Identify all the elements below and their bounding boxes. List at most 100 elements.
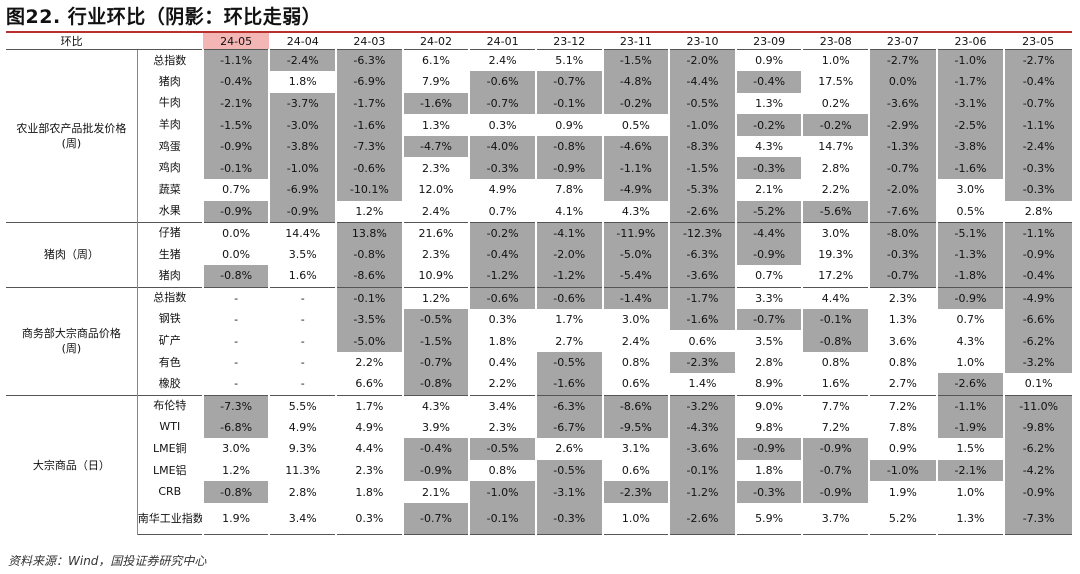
period-header: 23-07: [869, 33, 937, 50]
value-cell: 3.3%: [734, 286, 803, 309]
value-cell: 5.1%: [534, 49, 603, 72]
value-cell: -0.7%: [534, 71, 603, 93]
value-cell: 12.0%: [401, 179, 470, 201]
indicator-label: 有色: [137, 351, 204, 374]
value-cell: -4.6%: [601, 135, 670, 158]
value-cell: 13.8%: [335, 221, 403, 244]
value-cell: -0.8%: [401, 373, 470, 395]
value-cell: 2.3%: [868, 286, 937, 309]
value-cell: -0.2%: [801, 114, 870, 136]
value-cell: 0.6%: [601, 373, 670, 395]
header-blank: [137, 33, 203, 50]
value-cell: 1.2%: [335, 200, 403, 223]
value-cell: -0.4%: [201, 71, 270, 93]
value-cell: 2.2%: [801, 179, 870, 201]
value-cell: -4.3%: [668, 416, 736, 439]
value-cell: -8.6%: [601, 394, 670, 417]
period-header: 24-03: [336, 33, 403, 50]
value-cell: -10.1%: [335, 179, 403, 201]
value-cell: -6.2%: [1003, 330, 1072, 352]
value-cell: -3.1%: [935, 92, 1005, 115]
value-cell: -8.3%: [668, 135, 736, 158]
value-cell: -5.0%: [335, 330, 403, 352]
period-header: 24-01: [469, 33, 536, 50]
value-cell: -4.9%: [601, 179, 670, 201]
value-cell: -0.3%: [734, 157, 803, 180]
value-cell: 4.1%: [534, 200, 603, 223]
value-cell: 5.5%: [268, 394, 337, 417]
value-cell: -8.6%: [335, 265, 403, 288]
value-cell: -1.6%: [668, 308, 736, 331]
value-cell: -0.7%: [734, 308, 803, 331]
value-cell: 2.4%: [401, 200, 470, 223]
value-cell: -2.1%: [935, 459, 1005, 482]
value-cell: -7.6%: [868, 200, 937, 223]
value-cell: -0.8%: [534, 135, 603, 158]
indicator-label: 羊肉: [137, 114, 204, 136]
header-corner: 环比: [6, 33, 138, 50]
value-cell: -0.1%: [201, 157, 270, 180]
value-cell: -1.2%: [668, 481, 736, 503]
value-cell: -0.6%: [468, 286, 536, 309]
value-cell: 1.3%: [734, 92, 803, 115]
value-cell: 7.8%: [534, 179, 603, 201]
value-cell: 2.8%: [268, 481, 337, 503]
value-cell: -2.0%: [868, 179, 937, 201]
value-cell: 2.7%: [868, 373, 937, 395]
value-cell: -6.3%: [668, 243, 736, 266]
value-cell: -1.1%: [1003, 221, 1072, 244]
value-cell: -1.2%: [534, 265, 603, 288]
value-cell: 21.6%: [401, 221, 470, 244]
indicator-label: LME铝: [137, 459, 204, 482]
value-cell: 4.9%: [335, 416, 403, 439]
data-table: 环比 24-05 24-04 24-03 24-02 24-01 23-12 23-11 23…: [6, 33, 1072, 536]
value-cell: 1.7%: [534, 308, 603, 331]
value-cell: 1.9%: [868, 481, 937, 503]
table-row: 猪肉 -0.8% 1.6% -8.6% 10.9% -1.2% -1.2% -5.4% -3.6…: [6, 265, 1072, 288]
value-cell: 3.0%: [601, 308, 670, 331]
value-cell: -1.4%: [601, 286, 670, 309]
value-cell: -6.9%: [268, 179, 337, 201]
value-cell: 2.3%: [401, 157, 470, 180]
indicator-label: 鸡蛋: [137, 135, 204, 158]
indicator-label: 总指数: [137, 49, 204, 72]
value-cell: -2.5%: [935, 114, 1005, 136]
table-row: 商务部大宗商品价格 (周) 总指数 - - -0.1% 1.2% -0.6% -0.6% -1.…: [6, 286, 1072, 395]
value-cell: 0.2%: [801, 92, 870, 115]
value-cell: 2.3%: [468, 416, 536, 439]
value-cell: -0.5%: [668, 92, 736, 115]
value-cell: -0.1%: [801, 308, 870, 331]
value-cell: 0.6%: [668, 330, 736, 352]
indicator-label: 水果: [137, 200, 204, 223]
value-cell: 0.7%: [201, 179, 270, 201]
value-cell: 4.4%: [335, 438, 403, 460]
value-cell: 4.9%: [468, 179, 536, 201]
indicator-label: 南华工业指数: [137, 502, 204, 536]
value-cell: -0.9%: [534, 157, 603, 180]
value-cell: 0.7%: [935, 308, 1005, 331]
value-cell: -0.3%: [868, 243, 937, 266]
value-cell: -9.5%: [601, 416, 670, 439]
value-cell: -2.4%: [1003, 135, 1072, 158]
value-cell: -0.6%: [534, 286, 603, 309]
value-cell: 1.6%: [801, 373, 870, 395]
value-cell: -0.8%: [335, 243, 403, 266]
indicator-label: LME铜: [137, 438, 204, 460]
table-row: 南华工业指数 1.9% 3.4% 0.3% -0.7% -0.1% -0.3% 1.0% -2.…: [6, 502, 1072, 536]
value-cell: -2.0%: [534, 243, 603, 266]
value-cell: -1.0%: [868, 459, 937, 482]
figure-title: 图22. 行业环比（阴影：环比走弱）: [6, 6, 322, 28]
value-cell: 10.9%: [401, 265, 470, 288]
value-cell: -2.3%: [601, 481, 670, 503]
value-cell: 3.7%: [801, 502, 870, 536]
table-row: 生猪 0.0% 3.5% -0.8% 2.3% -0.4% -2.0% -5.0% -6.3% -…: [6, 243, 1072, 266]
value-cell: -0.7%: [868, 157, 937, 180]
value-cell: -1.3%: [868, 135, 937, 158]
value-cell: 0.8%: [868, 351, 937, 374]
value-cell: -1.8%: [935, 265, 1005, 288]
value-cell: -3.6%: [868, 92, 937, 115]
value-cell: -0.9%: [201, 135, 270, 158]
value-cell: -2.6%: [668, 200, 736, 223]
value-cell: -2.6%: [935, 373, 1005, 395]
value-cell: 8.9%: [734, 373, 803, 395]
